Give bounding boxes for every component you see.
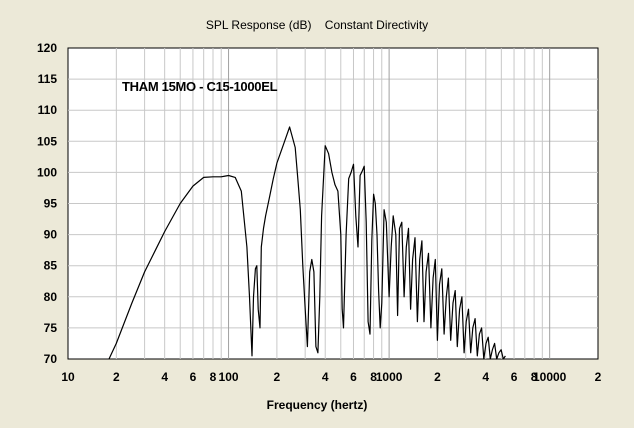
x-tick-label: 4 (161, 370, 168, 384)
y-tick-label: 95 (44, 197, 58, 211)
y-tick-label: 80 (44, 290, 58, 304)
x-tick-label: 6 (190, 370, 197, 384)
x-tick-label: 4 (322, 370, 329, 384)
x-tick-label: 10000 (533, 370, 567, 384)
chart-annotation: THAM 15MO - C15-1000EL (122, 79, 278, 94)
chart-title: SPL Response (dB) Constant Directivity (206, 18, 428, 32)
x-tick-label: 6 (350, 370, 357, 384)
x-tick-label: 4 (482, 370, 489, 384)
y-tick-label: 70 (44, 352, 58, 366)
x-tick-label: 8 (370, 370, 377, 384)
x-tick-label: 1000 (376, 370, 403, 384)
spl-response-line (108, 126, 506, 360)
x-tick-label: 8 (531, 370, 538, 384)
x-tick-label: 6 (511, 370, 518, 384)
x-tick-label: 8 (210, 370, 217, 384)
x-tick-label: 2 (595, 370, 602, 384)
y-tick-label: 110 (38, 103, 58, 117)
x-axis-label: Frequency (hertz) (267, 398, 368, 412)
y-tick-label: 75 (44, 321, 58, 335)
x-tick-label: 2 (434, 370, 441, 384)
y-tick-label: 120 (37, 41, 57, 55)
x-tick-label: 10 (61, 370, 75, 384)
y-tick-label: 100 (37, 165, 57, 179)
x-tick-label: 100 (219, 370, 239, 384)
y-axis-ticks: 70 75 80 85 90 95 100 105 110 115 120 (37, 41, 57, 366)
grid (68, 48, 598, 359)
y-tick-label: 85 (44, 259, 58, 273)
y-tick-label: 115 (38, 72, 58, 86)
y-tick-label: 90 (44, 228, 58, 242)
x-tick-label: 2 (113, 370, 120, 384)
x-tick-label: 2 (274, 370, 281, 384)
y-tick-label: 105 (37, 134, 57, 148)
